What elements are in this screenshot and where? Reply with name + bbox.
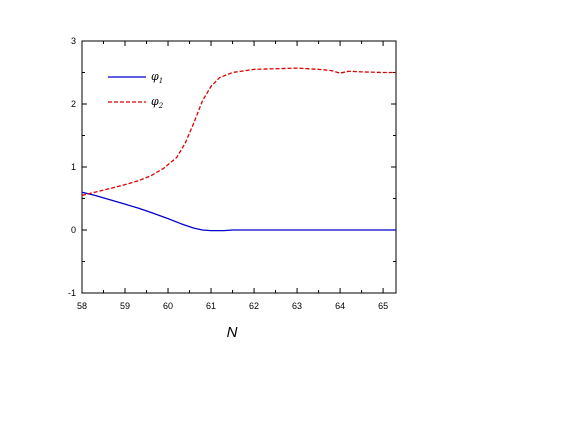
x-tick-label: 65: [378, 301, 388, 311]
x-tick-label: 61: [206, 301, 216, 311]
x-tick-label: 62: [249, 301, 259, 311]
x-axis-label: N: [227, 324, 238, 341]
y-tick-label: 3: [71, 36, 76, 46]
y-tick-label: 2: [71, 99, 76, 109]
series-lines: [81, 67, 396, 232]
legend-label-phi2: φ2: [151, 95, 164, 110]
x-tick-label: 63: [292, 301, 302, 311]
series-line-phi2: [81, 67, 396, 196]
y-tick-label: 1: [71, 162, 76, 172]
plot-frame: [81, 40, 397, 294]
series-line-phi1: [81, 191, 396, 232]
y-tick-label: 0: [71, 225, 76, 235]
x-tick-label: 58: [77, 301, 87, 311]
legend-label-phi1: φ1: [151, 70, 163, 85]
y-tick-label: -1: [68, 288, 76, 298]
x-tick-label: 64: [335, 301, 345, 311]
x-tick-label: 60: [163, 301, 173, 311]
legend: φ1 φ2: [108, 70, 164, 110]
x-tick-label: 59: [120, 301, 130, 311]
